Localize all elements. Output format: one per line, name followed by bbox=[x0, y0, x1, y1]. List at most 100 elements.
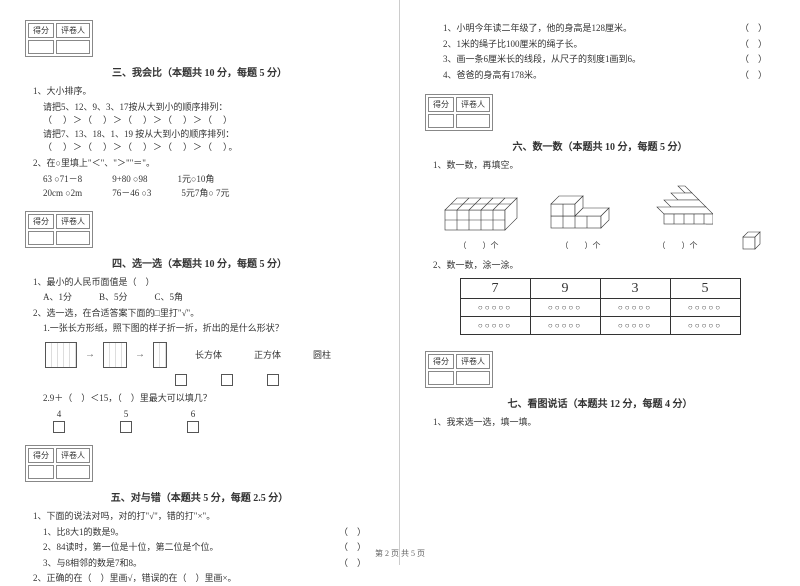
fold-diagram-row: → → 长方体 正方体 圆柱 bbox=[45, 342, 374, 368]
cmp-item: 1元○10角 bbox=[177, 172, 214, 186]
num-options: 4 5 6 bbox=[53, 409, 374, 435]
num-option: 5 bbox=[120, 409, 132, 435]
q1b-blanks: （ ）＞（ ）＞（ ）＞（ ）＞（ ）。 bbox=[43, 141, 374, 155]
s5-q1: 1、下面的说法对吗，对的打"√"，错的打"×"。 bbox=[33, 510, 374, 524]
circles-cell: ○○○○○ bbox=[600, 317, 670, 335]
score-box-7: 得分评卷人 bbox=[425, 351, 493, 388]
s4-q2-sub1: 1.一张长方形纸，照下图的样子折一折，折出的是什么形状？ bbox=[43, 322, 374, 336]
num-value: 6 bbox=[187, 409, 199, 419]
count-label: （ ）个 bbox=[439, 240, 519, 251]
cube-group-2: （ ）个 bbox=[546, 186, 616, 251]
num-option: 4 bbox=[53, 409, 65, 435]
fold-shape-3 bbox=[153, 342, 167, 368]
paren-blank: （ ） bbox=[740, 22, 767, 36]
count-label: （ ）个 bbox=[643, 240, 713, 251]
score-box-3: 得分评卷人 bbox=[25, 20, 93, 57]
q1-text: 1、大小排序。 bbox=[33, 85, 374, 99]
checkbox[interactable] bbox=[221, 374, 233, 386]
tf-item: 4、爸爸的身高有178米。（ ） bbox=[443, 69, 767, 83]
grader-label: 评卷人 bbox=[56, 214, 90, 229]
circles-cell: ○○○○○ bbox=[530, 299, 600, 317]
circles-cell: ○○○○○ bbox=[670, 317, 740, 335]
score-label: 得分 bbox=[28, 214, 54, 229]
cmp-item: 20cm ○2m bbox=[43, 186, 82, 200]
cmp-item: 63 ○71－8 bbox=[43, 172, 82, 186]
q2-row1: 63 ○71－8 9+80 ○98 1元○10角 bbox=[43, 172, 374, 186]
s7-q1: 1、我来选一选，填一填。 bbox=[433, 416, 775, 430]
circles-cell: ○○○○○ bbox=[670, 299, 740, 317]
section-4-title: 四、选一选（本题共 10 分，每题 5 分） bbox=[25, 255, 374, 270]
num-value: 4 bbox=[53, 409, 65, 419]
cubes-row: （ ）个 （ ）个 bbox=[425, 181, 775, 251]
score-box-4: 得分评卷人 bbox=[25, 211, 93, 248]
arrow-icon: → bbox=[135, 349, 145, 360]
table-header: 3 bbox=[600, 279, 670, 299]
fold-shape-1 bbox=[45, 342, 77, 368]
s4-q1: 1、最小的人民币面值是（ ） bbox=[33, 276, 374, 290]
paren-blank: （ ） bbox=[740, 38, 767, 52]
section-7-title: 七、看图说话（本题共 12 分，每题 4 分） bbox=[425, 395, 775, 410]
s6-q1: 1、数一数，再填空。 bbox=[433, 159, 775, 173]
num-option: 6 bbox=[187, 409, 199, 435]
grader-label: 评卷人 bbox=[56, 448, 90, 463]
fold-shape-2 bbox=[103, 342, 127, 368]
s4-q1-opts: A、1分 B、5分 C、5角 bbox=[43, 291, 374, 305]
cmp-item: 5元7角○ 7元 bbox=[181, 186, 229, 200]
paren-blank: （ ） bbox=[740, 69, 767, 83]
cmp-item: 9+80 ○98 bbox=[112, 172, 147, 186]
cmp-item: 76－46 ○3 bbox=[112, 186, 151, 200]
score-label: 得分 bbox=[428, 97, 454, 112]
tf-item: 1、小明今年读二年级了，他的身高是128厘米。（ ） bbox=[443, 22, 767, 36]
q1a-blanks: （ ）＞（ ）＞（ ）＞（ ）＞（ ） bbox=[43, 114, 374, 128]
tf-item: 3、画一条6厘米长的线段，从尺子的刻度1画到6。（ ） bbox=[443, 53, 767, 67]
circles-cell: ○○○○○ bbox=[600, 299, 670, 317]
section-6-title: 六、数一数（本题共 10 分，每题 5 分） bbox=[425, 138, 775, 153]
grader-label: 评卷人 bbox=[56, 23, 90, 38]
circles-cell: ○○○○○ bbox=[530, 317, 600, 335]
circles-cell: ○○○○○ bbox=[460, 299, 530, 317]
count-table: 7 9 3 5 ○○○○○ ○○○○○ ○○○○○ ○○○○○ ○○○○○ ○○… bbox=[460, 278, 741, 335]
cube-single bbox=[740, 229, 762, 251]
circles-cell: ○○○○○ bbox=[460, 317, 530, 335]
shape-label: 圆柱 bbox=[313, 348, 331, 361]
section-5-title: 五、对与错（本题共 5 分，每题 2.5 分） bbox=[25, 489, 374, 504]
s4-q2-sub2: 2.9＋（ ）＜15，（ ）里最大可以填几？ bbox=[43, 392, 374, 406]
shape-label: 正方体 bbox=[254, 348, 281, 361]
score-box-5: 得分评卷人 bbox=[25, 445, 93, 482]
section-3-title: 三、我会比（本题共 10 分，每题 5 分） bbox=[25, 64, 374, 79]
s5-q2: 2、正确的在（ ）里画√，错误的在（ ）里画×。 bbox=[33, 572, 374, 586]
paren-blank: （ ） bbox=[740, 53, 767, 67]
score-label: 得分 bbox=[28, 23, 54, 38]
s6-q2: 2、数一数，涂一涂。 bbox=[433, 259, 775, 273]
count-label: （ ）个 bbox=[546, 240, 616, 251]
arrow-icon: → bbox=[85, 349, 95, 360]
table-header: 9 bbox=[530, 279, 600, 299]
score-label: 得分 bbox=[28, 448, 54, 463]
table-header: 5 bbox=[670, 279, 740, 299]
shape-checkbox-row bbox=[175, 374, 374, 386]
num-value: 5 bbox=[120, 409, 132, 419]
checkbox[interactable] bbox=[175, 374, 187, 386]
left-column: 得分评卷人 三、我会比（本题共 10 分，每题 5 分） 1、大小排序。 请把5… bbox=[0, 0, 400, 565]
right-column: 1、小明今年读二年级了，他的身高是128厘米。（ ） 2、1米的绳子比100厘米… bbox=[400, 0, 800, 565]
q2-text: 2、在○里填上"＜"、"＞""＝"。 bbox=[33, 157, 374, 171]
cube-icon bbox=[740, 229, 762, 251]
checkbox[interactable] bbox=[53, 421, 65, 433]
cube-group-1: （ ）个 bbox=[439, 186, 519, 251]
checkbox[interactable] bbox=[120, 421, 132, 433]
paren-blank: （ ） bbox=[339, 526, 366, 540]
checkbox[interactable] bbox=[267, 374, 279, 386]
score-label: 得分 bbox=[428, 354, 454, 369]
cubes-icon bbox=[546, 186, 616, 236]
table-header: 7 bbox=[460, 279, 530, 299]
cubes-icon bbox=[439, 186, 519, 236]
grader-label: 评卷人 bbox=[456, 97, 490, 112]
shape-label: 长方体 bbox=[195, 348, 222, 361]
q1b-text: 请把7、13、18、1、19 按从大到小的顺序排列： bbox=[43, 128, 374, 142]
cubes-icon bbox=[643, 181, 713, 236]
cube-group-3: （ ）个 bbox=[643, 181, 713, 251]
checkbox[interactable] bbox=[187, 421, 199, 433]
tf-item: 1、比8大1的数是9。（ ） bbox=[43, 526, 366, 540]
s4-q2: 2、选一选，在合适答案下面的□里打"√"。 bbox=[33, 307, 374, 321]
q1a-text: 请把5、12、9、3、17按从大到小的顺序排列： bbox=[43, 101, 374, 115]
